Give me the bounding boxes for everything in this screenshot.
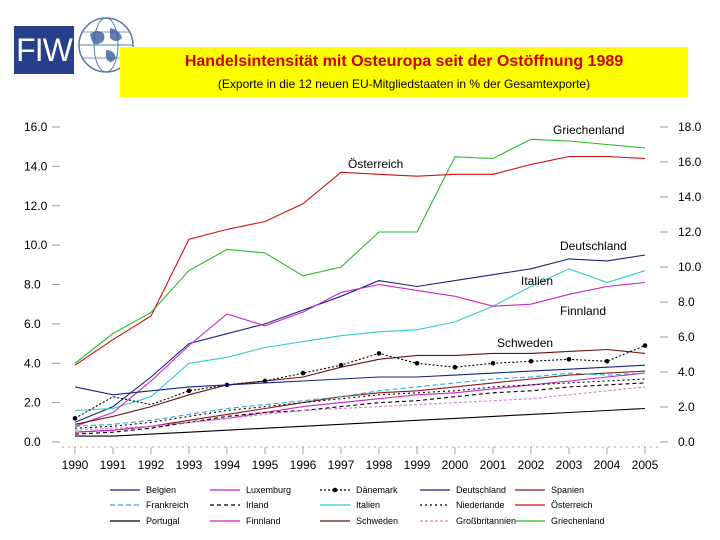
right-tick-label: 8.0	[678, 295, 695, 309]
legend-label: Dänemark	[356, 485, 398, 495]
series-line-italien	[74, 268, 646, 412]
right-tick-label: 14.0	[678, 190, 702, 204]
right-tick-label: 0.0	[678, 435, 695, 449]
legend-label: Belgien	[146, 485, 176, 495]
series-label-italien: Italien	[521, 274, 553, 288]
left-tick-label: 4.0	[24, 356, 41, 370]
series-line-irland	[74, 382, 646, 435]
series-marker-daenemark	[186, 388, 192, 394]
legend-label: Luxemburg	[246, 485, 291, 495]
right-tick-label: 12.0	[678, 225, 702, 239]
x-tick-label: 1998	[366, 458, 393, 472]
legend-label: Italien	[356, 500, 380, 510]
legend-label: Deutschland	[456, 485, 506, 495]
x-tick-label: 2005	[632, 458, 659, 472]
left-tick-label: 10.0	[24, 238, 48, 252]
right-tick-label: 10.0	[678, 260, 702, 274]
series-line-griechenland	[74, 138, 646, 364]
x-tick-label: 1996	[290, 458, 317, 472]
series-line-dänemark	[74, 344, 646, 419]
left-tick-label: 0.0	[24, 435, 41, 449]
series-line-finnland	[74, 281, 646, 427]
left-tick-label: 16.0	[24, 120, 48, 134]
series-line-schweden	[74, 348, 646, 425]
series-label-griechenland: Griechenland	[553, 123, 624, 137]
x-tick-label: 2003	[556, 458, 583, 472]
series-label-deutschland: Deutschland	[560, 239, 627, 253]
series-marker-daenemark	[338, 362, 344, 368]
legend-label: Griechenland	[551, 516, 605, 526]
series-line-großbritannien	[74, 386, 646, 431]
legend-label: Finnland	[246, 516, 281, 526]
series-line-spanien	[74, 370, 646, 433]
series-marker-daenemark	[566, 357, 572, 362]
legend-label: Spanien	[551, 485, 584, 495]
legend: Belgien Luxemburg Dänemark Deutschland Spani…	[110, 485, 605, 526]
series-marker-daenemark	[376, 351, 382, 356]
series-line-frankreich	[74, 372, 646, 427]
x-tick-label: 2001	[480, 458, 507, 472]
x-tick-label: 1995	[252, 458, 279, 472]
x-tick-label: 2004	[594, 458, 621, 472]
series-layer	[72, 138, 648, 437]
right-tick-label: 4.0	[678, 365, 695, 379]
legend-marker	[332, 487, 338, 493]
x-tick-label: 2002	[518, 458, 545, 472]
right-tick-label: 16.0	[678, 155, 702, 169]
left-tick-label: 12.0	[24, 199, 48, 213]
series-label-finnland: Finnland	[560, 304, 606, 318]
legend-label: Schweden	[356, 516, 398, 526]
x-tick-label: 1997	[328, 458, 355, 472]
axis-layer: 0.0 2.0 4.0 6.0 8.0 10.0 12.0 14.0 16.0 0.0 2.0 4.0…	[24, 120, 702, 472]
x-tick-label: 1993	[176, 458, 203, 472]
line-chart: 0.0 2.0 4.0 6.0 8.0 10.0 12.0 14.0 16.0 0.0 2.0 4.0…	[24, 120, 702, 526]
x-tick-label: 1999	[404, 458, 431, 472]
right-tick-label: 2.0	[678, 400, 695, 414]
x-tick-label: 1990	[62, 458, 89, 472]
left-tick-label: 2.0	[24, 396, 41, 410]
series-marker-daenemark	[642, 343, 648, 348]
chart-title: Handelsintensität mit Osteuropa seit der…	[184, 53, 624, 70]
series-marker-daenemark	[262, 378, 268, 384]
x-tick-label: 1994	[214, 458, 241, 472]
series-marker-daenemark	[452, 364, 458, 370]
series-line-belgien	[74, 364, 646, 396]
right-tick-label: 18.0	[678, 120, 702, 134]
legend-label: Österreich	[551, 500, 593, 510]
x-tick-label: 2000	[442, 458, 469, 472]
series-line-niederlande	[74, 378, 646, 429]
series-marker-daenemark	[72, 416, 78, 421]
series-marker-daenemark	[604, 358, 610, 364]
right-tick-label: 6.0	[678, 330, 695, 344]
x-tick-label: 1992	[138, 458, 165, 472]
series-marker-daenemark	[414, 360, 420, 366]
series-line-österreich	[74, 155, 646, 366]
left-tick-label: 8.0	[24, 278, 41, 292]
legend-label: Niederlande	[456, 500, 505, 510]
series-label-layer: Griechenland Österreich Deutschland Italien…	[348, 123, 627, 350]
series-label-schweden: Schweden	[497, 336, 553, 350]
legend-label: Portugal	[146, 516, 180, 526]
series-marker-daenemark	[490, 360, 496, 366]
legend-label: Großbritannien	[456, 516, 516, 526]
series-marker-daenemark	[528, 358, 534, 364]
chart-subtitle: (Exporte in die 12 neuen EU-Mitgliedstaa…	[217, 77, 591, 91]
series-label-österreich: Österreich	[348, 157, 403, 171]
left-tick-label: 6.0	[24, 317, 41, 331]
series-marker-daenemark	[300, 370, 306, 376]
x-tick-label: 1991	[100, 458, 127, 472]
fiw-logo: FIW	[14, 26, 74, 74]
left-tick-label: 14.0	[24, 159, 48, 173]
legend-label: Irland	[246, 500, 269, 510]
legend-label: Frankreich	[146, 500, 189, 510]
series-line-portugal	[75, 407, 646, 437]
title-box: Handelsintensität mit Osteuropa seit der…	[120, 47, 688, 97]
